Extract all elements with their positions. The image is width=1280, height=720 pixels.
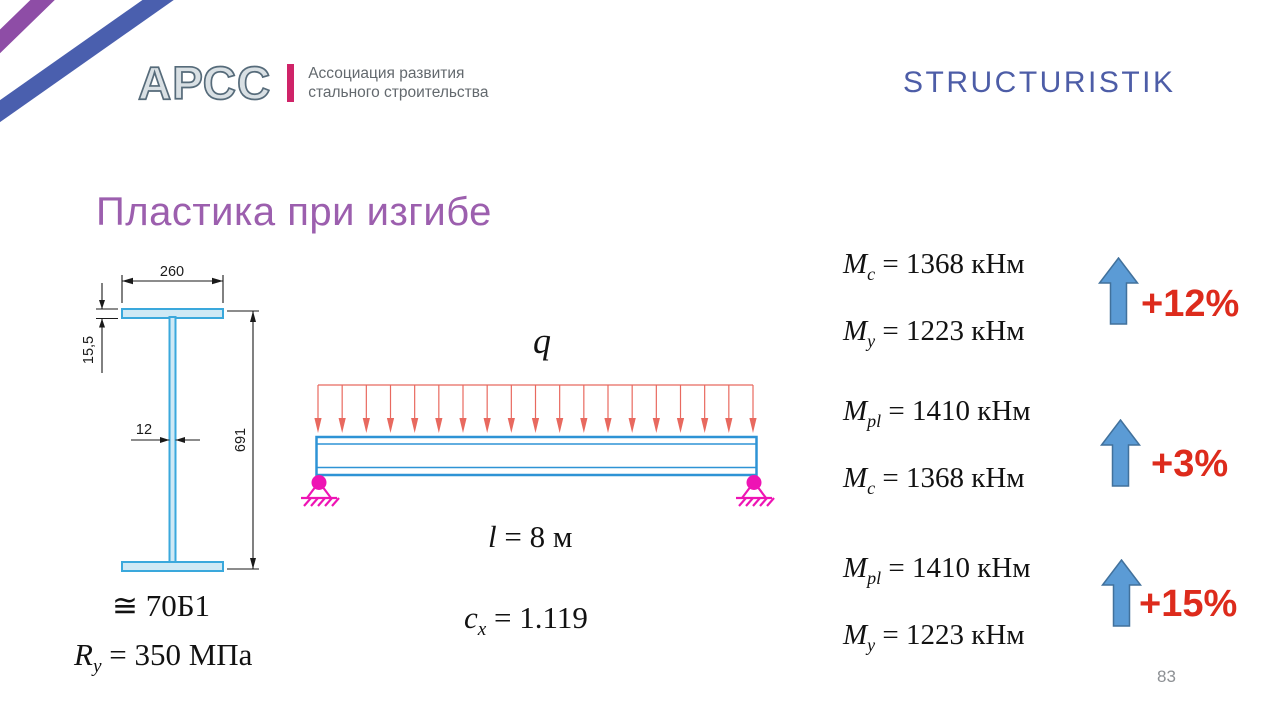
beam-loading-diagram (301, 384, 775, 507)
increase-arrow-icon (1100, 559, 1143, 627)
page-number: 83 (1157, 667, 1176, 686)
dim-web-label: 12 (136, 422, 152, 438)
corner-stripes-decoration (0, 0, 174, 123)
results-block-2: Mpl = 1410 кНм Mc = 1368 кНм (843, 391, 1031, 525)
left-pin-support (301, 475, 340, 507)
arss-logo-text: АРСС (137, 57, 272, 109)
load-q-label: q (533, 321, 551, 361)
results-block-3: Mpl = 1410 кНм My = 1223 кНм (843, 548, 1031, 682)
beam-outline (315, 435, 758, 477)
increase-arrow-icon (1097, 257, 1140, 325)
logo-tagline-line1: Ассоциация развития (308, 64, 465, 82)
logo-tagline: Ассоциация развития стального строительс… (308, 64, 488, 103)
formula-line: Mc = 1368 кНм (843, 248, 1025, 284)
formula-line: Mpl = 1410 кНм (843, 552, 1031, 588)
cx-coefficient-label: cx = 1.119 (464, 600, 588, 641)
web-shape (168, 316, 177, 564)
right-pin-support (736, 475, 775, 507)
increase-arrow-icon (1099, 419, 1142, 487)
dim-flange-label: 15,5 (81, 336, 97, 364)
bottom-flange-shape (121, 561, 224, 572)
brand-wordmark: STRUCTURISTIK (903, 66, 1176, 99)
profile-label: ≅ 70Б1 (112, 588, 211, 623)
dim-height-label: 691 (233, 428, 249, 452)
steel-grade-label: Ry = 350 МПа (74, 637, 253, 678)
results-block-1: Mc = 1368 кНм My = 1223 кНм (843, 244, 1025, 378)
delta-percent-3: +15% (1139, 583, 1238, 625)
slide-title: Пластика при изгибе (96, 190, 492, 234)
formula-line: Mc = 1368 кНм (843, 462, 1025, 498)
logo-tagline-line2: стального строительства (308, 84, 489, 101)
formula-line: Mpl = 1410 кНм (843, 395, 1031, 431)
logo-divider-bar (287, 64, 295, 102)
dim-width-label: 260 (160, 264, 184, 280)
delta-percent-1: +12% (1141, 283, 1240, 325)
delta-percent-2: +3% (1151, 443, 1229, 485)
arss-logo: АРСС Ассоциация развития стального строи… (137, 57, 488, 109)
i-beam-cross-section-drawing: 260 15,5 12 691 (81, 264, 259, 572)
formula-line: My = 1223 кНм (843, 619, 1025, 655)
span-length-label: l = 8 м (488, 519, 573, 554)
steel-grade-symbol: R (74, 637, 93, 672)
formula-line: My = 1223 кНм (843, 315, 1025, 351)
distributed-load-arrows (314, 385, 757, 433)
